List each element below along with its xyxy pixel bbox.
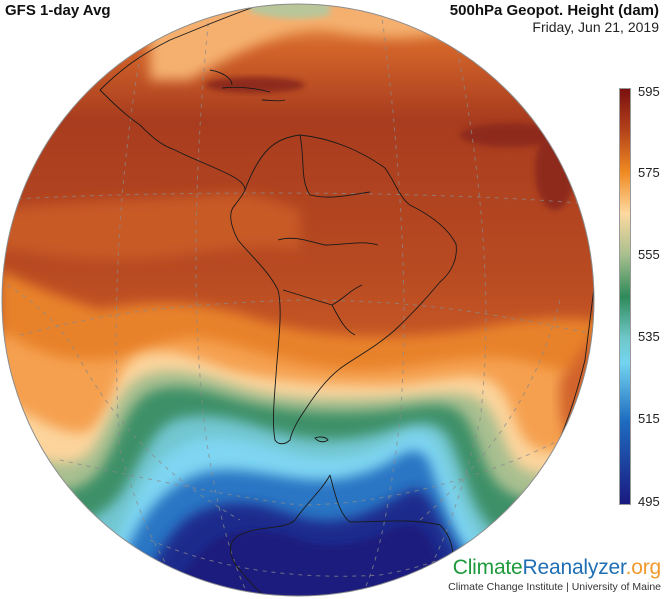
brand-logo-text[interactable]: ClimateReanalyzer.org [448, 556, 661, 580]
coastlines [99, 4, 594, 596]
colorbar-tick-535: 535 [638, 329, 660, 344]
colorbar [619, 88, 631, 505]
graticule-lines [2, 4, 594, 596]
branding: ClimateReanalyzer.org Climate Change Ins… [448, 556, 661, 594]
colorbar-ticks: 595 575 555 535 515 495 [638, 84, 665, 514]
variable-label: 500hPa Geopot. Height (dam) [449, 2, 659, 19]
globe-outline [1, 3, 595, 597]
colorbar-tick-575: 575 [638, 165, 660, 180]
brand-subtitle: Climate Change Institute | University of… [448, 581, 661, 593]
colorbar-tick-495: 495 [638, 494, 660, 509]
colorbar-tick-555: 555 [638, 247, 660, 262]
brand-name-climate: Climate [452, 556, 523, 579]
date-label: Friday, Jun 21, 2019 [532, 19, 659, 35]
colorbar-tick-515: 515 [638, 411, 660, 426]
colorbar-tick-595: 595 [638, 84, 660, 99]
brand-name-reanalyzer: Reanalyzer [522, 556, 626, 579]
model-label: GFS 1-day Avg [5, 2, 111, 19]
brand-name-org: .org [625, 556, 662, 579]
map-title: 500hPa Geopot. Height (dam) Friday, Jun … [450, 2, 659, 36]
